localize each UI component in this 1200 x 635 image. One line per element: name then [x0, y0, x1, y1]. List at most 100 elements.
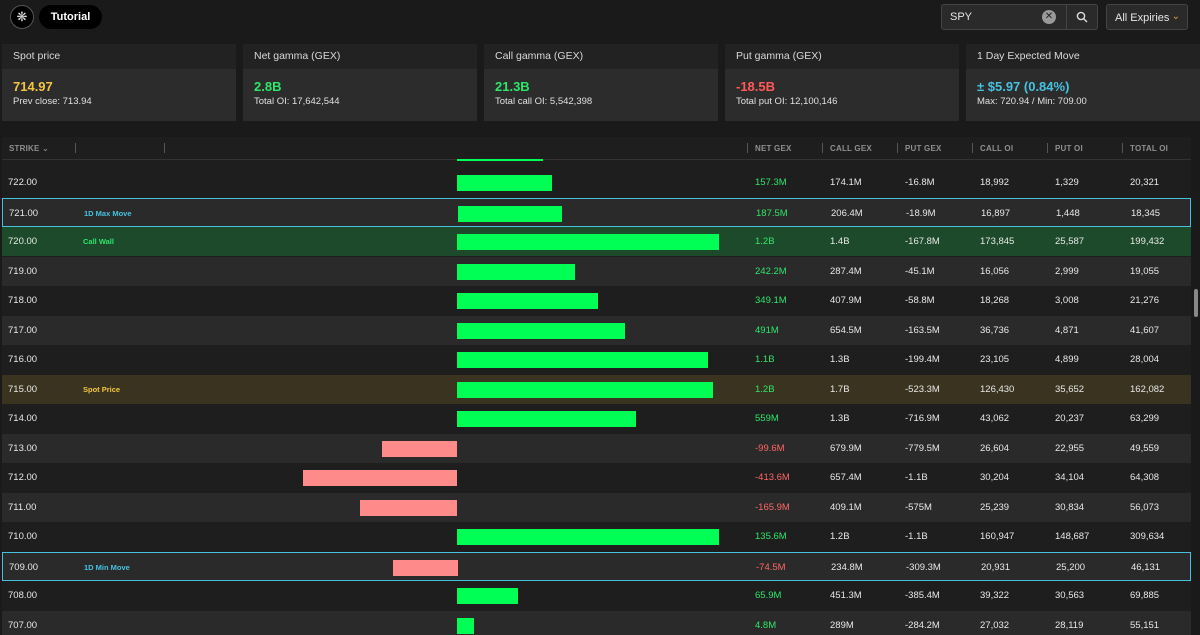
metric-card-subtext: Total put OI: 12,100,146: [736, 96, 838, 107]
gex-bar: [303, 470, 457, 486]
app-logo-icon[interactable]: ❋: [10, 5, 34, 29]
metric-card-body: ± $5.97 (0.84%) Max: 720.94 / Min: 709.00: [966, 69, 1200, 121]
put-oi-cell: 4,899: [1055, 354, 1079, 365]
put-oi-cell: 20,237: [1055, 413, 1085, 424]
table-row[interactable]: 717.00 491M 654.5M -163.5M 36,736 4,871 41,607: [2, 315, 1191, 345]
table-header: STRIKE ⌄ NET GEX CALL GEX PUT GEX CALL O…: [2, 137, 1191, 160]
gex-bar: [359, 499, 457, 516]
column-divider: [75, 143, 76, 153]
put-oi-cell: 1,329: [1055, 177, 1079, 188]
ticker-search-input[interactable]: [950, 9, 1040, 25]
strike-cell: 707.00: [8, 619, 38, 631]
metric-card-title: Call gamma (GEX): [484, 44, 718, 69]
strike-cell: 720.00: [8, 236, 38, 247]
expiry-select[interactable]: All Expiries ⌄: [1106, 4, 1188, 30]
column-header-strike[interactable]: STRIKE ⌄: [9, 144, 49, 153]
put-gex-cell: -18.9M: [906, 207, 936, 219]
table-row[interactable]: 707.00 4.8M 289M -284.2M 27,032 28,119 55,151: [2, 610, 1191, 635]
call-gex-cell: 409.1M: [830, 501, 862, 513]
gex-bar: [457, 352, 708, 368]
metric-card-value: 714.97: [13, 79, 53, 94]
metric-card-title: Net gamma (GEX): [243, 44, 477, 69]
column-header-put-gex[interactable]: PUT GEX: [905, 144, 942, 153]
put-oi-cell: 22,955: [1055, 442, 1085, 454]
call-gex-cell: 654.5M: [830, 324, 862, 336]
scrollbar-thumb[interactable]: [1194, 289, 1198, 317]
total-oi-cell: 309,634: [1130, 531, 1165, 542]
level-tag: Spot Price: [83, 384, 121, 394]
total-oi-cell: 28,004: [1130, 354, 1160, 365]
net-gex-cell: 1.2B: [755, 383, 775, 395]
table-row[interactable]: 721.00 1D Max Move 187.5M 206.4M -18.9M 16,89…: [2, 197, 1191, 227]
put-oi-cell: 25,200: [1056, 561, 1086, 573]
metric-card-value: ± $5.97 (0.84%): [977, 79, 1070, 94]
put-gex-cell: -167.8M: [905, 236, 940, 247]
metric-card-body: 2.8B Total OI: 17,642,544: [243, 69, 477, 121]
table-row[interactable]: 718.00 349.1M 407.9M -58.8M 18,268 3,008 21,27…: [2, 286, 1191, 315]
metric-card-subtext: Prev close: 713.94: [13, 96, 92, 107]
table-row[interactable]: 711.00 -165.9M 409.1M -575M 25,239 30,834 56,0…: [2, 492, 1191, 522]
put-oi-cell: 30,834: [1055, 501, 1085, 513]
call-oi-cell: 30,204: [980, 472, 1010, 483]
total-oi-cell: 21,276: [1130, 295, 1160, 306]
gex-bar: [381, 440, 457, 457]
ticker-search-box: ✕: [941, 4, 1067, 30]
call-gex-cell: 679.9M: [830, 442, 862, 454]
net-gex-cell: 559M: [755, 413, 779, 424]
column-divider: [1047, 143, 1048, 153]
metric-card-subtext: Max: 720.94 / Min: 709.00: [977, 96, 1087, 107]
put-gex-cell: -1.1B: [905, 472, 928, 483]
tutorial-button[interactable]: Tutorial: [39, 5, 102, 29]
put-oi-cell: 148,687: [1055, 531, 1090, 542]
column-header-total-oi[interactable]: TOTAL OI: [1130, 144, 1169, 153]
total-oi-cell: 199,432: [1130, 236, 1165, 247]
net-gex-cell: -99.6M: [755, 442, 785, 454]
call-oi-cell: 26,604: [980, 442, 1010, 454]
total-oi-cell: 41,607: [1130, 324, 1160, 336]
call-oi-cell: 36,736: [980, 324, 1010, 336]
column-header-net-gex[interactable]: NET GEX: [755, 144, 792, 153]
column-header-call-oi[interactable]: CALL OI: [980, 144, 1014, 153]
table-row[interactable]: 720.00 Call Wall 1.2B 1.4B -167.8M 173,845 25,…: [2, 227, 1191, 256]
table-row[interactable]: 716.00 1.1B 1.3B -199.4M 23,105 4,899 28,004: [2, 345, 1191, 374]
metric-card-subtext: Total call OI: 5,542,398: [495, 96, 593, 107]
table-row[interactable]: 714.00 559M 1.3B -716.9M 43,062 20,237 63,299: [2, 404, 1191, 433]
total-oi-cell: 64,308: [1130, 472, 1160, 483]
column-header-call-gex[interactable]: CALL GEX: [830, 144, 872, 153]
put-gex-cell: -779.5M: [905, 442, 940, 454]
search-icon: [1076, 11, 1088, 23]
put-oi-cell: 1,448: [1056, 207, 1080, 219]
table-row[interactable]: 722.00 157.3M 174.1M -16.8M 18,992 1,329 20,32…: [2, 168, 1191, 197]
gex-bar: [457, 293, 599, 309]
column-divider: [1122, 143, 1123, 153]
metric-card: Put gamma (GEX) -18.5B Total put OI: 12,10…: [725, 44, 959, 121]
call-gex-cell: 407.9M: [830, 295, 862, 306]
call-oi-cell: 173,845: [980, 236, 1015, 247]
column-header-put-oi[interactable]: PUT OI: [1055, 144, 1083, 153]
table-row[interactable]: 713.00 -99.6M 679.9M -779.5M 26,604 22,955 49,…: [2, 433, 1191, 463]
put-oi-cell: 30,563: [1055, 590, 1085, 601]
net-gex-cell: 187.5M: [756, 207, 788, 219]
metric-card-value: -18.5B: [736, 79, 776, 94]
net-gex-cell: 1.2B: [755, 236, 775, 247]
strike-cell: 717.00: [8, 324, 38, 336]
scrollbar-track[interactable]: [1192, 137, 1200, 635]
clear-search-icon[interactable]: ✕: [1042, 10, 1056, 24]
metric-card: 1 Day Expected Move ± $5.97 (0.84%) Max: 7…: [966, 44, 1200, 121]
metric-card-title: Spot price: [2, 44, 236, 69]
metric-card-body: 21.3B Total call OI: 5,542,398: [484, 69, 718, 121]
table-row[interactable]: 709.00 1D Min Move -74.5M 234.8M -309.3M 20,9…: [2, 551, 1191, 581]
put-oi-cell: 3,008: [1055, 295, 1079, 306]
table-row[interactable]: 719.00 242.2M 287.4M -45.1M 16,056 2,999 19,05…: [2, 256, 1191, 286]
net-gex-cell: 157.3M: [755, 177, 787, 188]
search-button[interactable]: [1067, 4, 1098, 30]
table-row[interactable]: 710.00 135.6M 1.2B -1.1B 160,947 148,687 309,6…: [2, 522, 1191, 551]
call-oi-cell: 16,897: [981, 207, 1011, 219]
put-gex-cell: -163.5M: [905, 324, 940, 336]
table-row[interactable]: 708.00 65.9M 451.3M -385.4M 39,322 30,563 69,8…: [2, 581, 1191, 610]
strike-cell: 721.00: [9, 207, 39, 219]
table-row[interactable]: 715.00 Spot Price 1.2B 1.7B -523.3M 126,430 35…: [2, 374, 1191, 404]
table-row[interactable]: 712.00 -413.6M 657.4M -1.1B 30,204 34,104 64,3…: [2, 463, 1191, 492]
call-gex-cell: 1.7B: [830, 383, 850, 395]
strike-cell: 715.00: [8, 383, 38, 395]
